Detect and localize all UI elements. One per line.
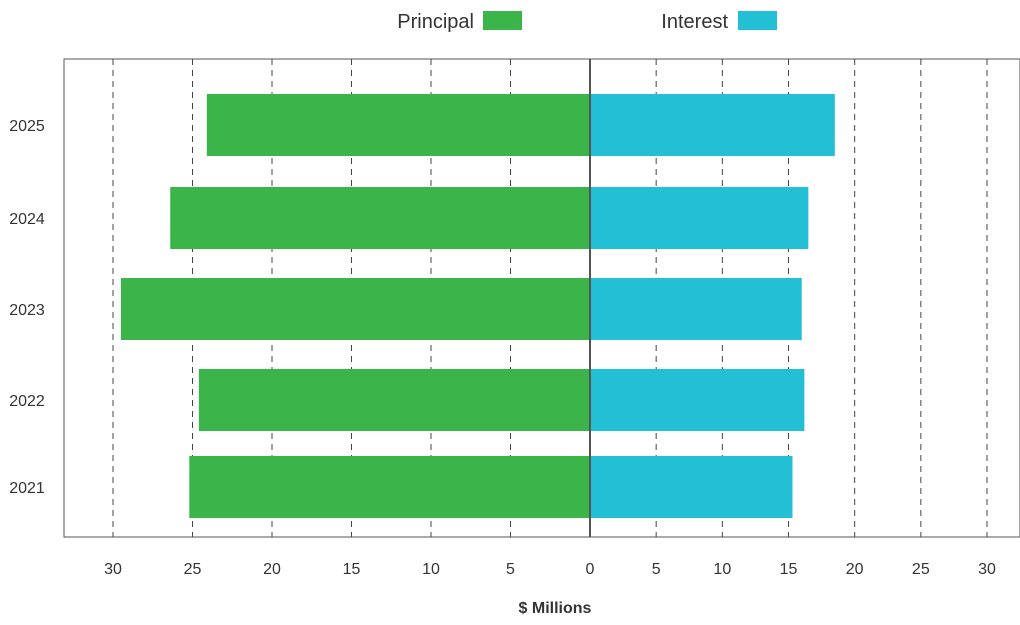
legend-label-interest: Interest [661,11,728,33]
x-axis-title: $ Millions [519,600,592,617]
y-tick-label: 2023 [9,302,45,319]
x-tick-label: 10 [422,561,440,578]
x-axis-labels: 30 25 20 15 10 5 0 5 10 15 20 25 30 [104,561,996,578]
bar-interest-2023 [590,278,802,340]
legend-swatch-interest [738,11,777,30]
bar-interest-2025 [590,94,835,156]
bar-interest-2024 [590,187,809,249]
x-tick-label: 25 [912,561,930,578]
bar-interest-2021 [590,456,793,518]
x-tick-label: 25 [184,561,202,578]
bars [120,94,835,518]
bar-principal-2025 [206,94,590,156]
x-tick-label: 0 [586,561,595,578]
legend-label-principal: Principal [397,11,474,33]
legend-swatch-principal [483,11,522,30]
bar-principal-2021 [189,456,590,518]
x-tick-label: 5 [506,561,515,578]
bar-principal-2022 [198,369,591,431]
x-tick-label: 5 [652,561,661,578]
y-tick-label: 2024 [9,211,45,228]
y-tick-label: 2022 [9,393,45,410]
bar-interest-2022 [590,369,805,431]
bar-principal-2024 [170,187,591,249]
x-tick-label: 15 [343,561,361,578]
plot-frame [63,58,1020,538]
x-tick-label: 20 [846,561,864,578]
legend: Principal Interest [397,11,777,33]
y-axis-labels: 2021 2022 2023 2024 2025 [9,118,45,497]
x-tick-label: 15 [780,561,798,578]
y-tick-label: 2021 [9,480,45,497]
x-tick-label: 20 [263,561,281,578]
x-tick-label: 10 [713,561,731,578]
x-tick-label: 30 [978,561,996,578]
x-tick-label: 30 [104,561,122,578]
y-tick-label: 2025 [9,118,45,135]
bar-principal-2023 [120,278,590,340]
